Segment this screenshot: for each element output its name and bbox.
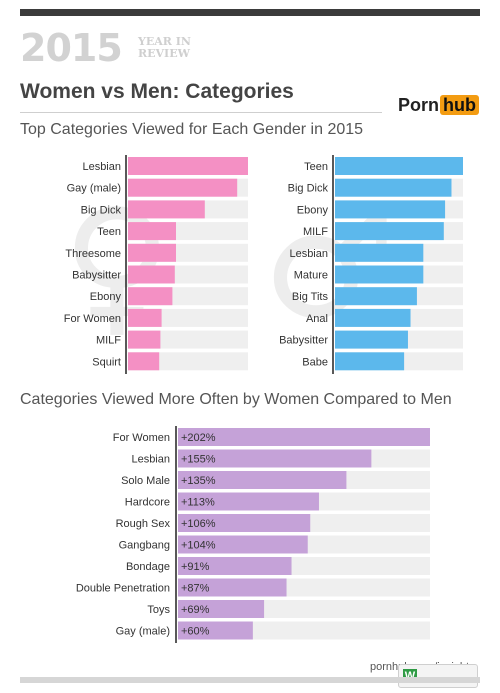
bar xyxy=(335,308,411,327)
year-heading: 2015 xyxy=(20,26,123,70)
value-label: +106% xyxy=(181,518,216,530)
title-divider xyxy=(20,112,382,113)
bar xyxy=(128,308,162,327)
bar xyxy=(128,287,173,306)
category-label: Solo Male xyxy=(121,475,170,487)
value-label: +69% xyxy=(181,604,210,616)
category-label: Bondage xyxy=(126,561,170,573)
value-label: +87% xyxy=(181,583,210,595)
category-label: MILF xyxy=(96,335,121,347)
category-label: Big Dick xyxy=(81,204,122,216)
value-label: +202% xyxy=(181,432,216,444)
category-label: Ebony xyxy=(297,204,329,216)
bar xyxy=(128,352,160,371)
logo-text-a: Porn xyxy=(398,95,440,115)
category-label: Gay (male) xyxy=(116,626,170,638)
bar xyxy=(128,157,248,175)
category-label: Threesome xyxy=(65,248,121,260)
category-label: Anal xyxy=(306,313,328,325)
category-label: Toys xyxy=(147,604,170,616)
category-label: Gangbang xyxy=(119,540,170,552)
bar xyxy=(335,222,444,241)
bar xyxy=(178,514,311,532)
watermark-badge: W xyxy=(398,664,478,688)
category-label: Babe xyxy=(302,356,328,368)
category-label: Teen xyxy=(97,226,121,238)
men-top-categories-chart: Teen Big Dick Ebony MILF Lesbian Mature Big Ti… xyxy=(279,155,463,374)
bar xyxy=(178,578,287,597)
bar xyxy=(335,287,417,306)
top-bar xyxy=(20,9,480,16)
category-label: Ebony xyxy=(90,291,122,303)
category-label: For Women xyxy=(64,313,121,325)
bar xyxy=(128,200,205,219)
bar xyxy=(335,265,424,284)
bar xyxy=(128,265,175,284)
bar xyxy=(335,330,408,349)
category-label: Lesbian xyxy=(131,454,170,466)
bar xyxy=(178,535,308,554)
category-label: Rough Sex xyxy=(116,518,171,530)
category-label: Big Tits xyxy=(292,291,329,303)
category-label: For Women xyxy=(113,432,170,444)
bar xyxy=(178,621,253,640)
section1-title: Top Categories Viewed for Each Gender in… xyxy=(20,121,364,138)
bar xyxy=(128,243,176,262)
category-label: Big Dick xyxy=(288,183,329,195)
bar xyxy=(128,330,161,349)
women-top-categories-chart: Lesbian Gay (male) Big Dick Teen Threesome Ba… xyxy=(64,155,248,374)
value-label: +104% xyxy=(181,540,216,552)
category-label: Squirt xyxy=(92,356,121,368)
category-label: Babysitter xyxy=(72,270,121,282)
bar xyxy=(178,492,319,511)
bar xyxy=(335,352,405,371)
bar xyxy=(178,471,347,489)
category-label: Lesbian xyxy=(82,161,121,173)
logo-text-b: hub xyxy=(440,95,480,115)
bar xyxy=(178,428,430,446)
bar xyxy=(335,157,463,175)
category-label: Babysitter xyxy=(279,335,328,347)
value-label: +155% xyxy=(181,454,216,466)
category-label: Gay (male) xyxy=(67,183,121,195)
value-label: +60% xyxy=(181,626,210,638)
section2-title: Categories Viewed More Often by Women Co… xyxy=(20,391,452,408)
bar xyxy=(178,600,265,618)
bottom-bar xyxy=(20,677,480,683)
brand-logo: Porn hub xyxy=(398,95,480,116)
year-in-review-label: YEAR IN REVIEW xyxy=(138,36,208,60)
category-label: Double Penetration xyxy=(76,583,170,595)
category-label: Lesbian xyxy=(289,248,328,260)
bar xyxy=(178,557,292,575)
value-label: +91% xyxy=(181,561,210,573)
page-title: Women vs Men: Categories xyxy=(20,80,294,103)
bar xyxy=(128,178,238,197)
year-in-review-text: YEAR IN REVIEW xyxy=(138,35,191,60)
women-vs-men-difference-chart: For Women +202% Lesbian +155% Solo Male +135%… xyxy=(76,426,430,643)
value-label: +135% xyxy=(181,475,216,487)
bar xyxy=(335,243,424,262)
bar xyxy=(335,178,452,197)
category-label: Mature xyxy=(294,270,328,282)
category-label: MILF xyxy=(303,226,328,238)
value-label: +113% xyxy=(181,497,215,509)
category-label: Teen xyxy=(304,161,328,173)
bar xyxy=(178,449,372,468)
category-label: Hardcore xyxy=(125,497,170,509)
bar xyxy=(128,222,176,241)
bar xyxy=(335,200,446,219)
